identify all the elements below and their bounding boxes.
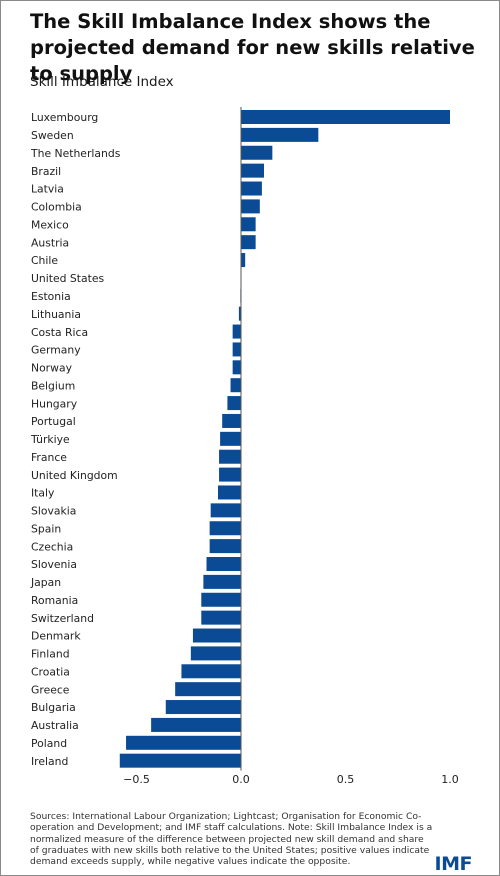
bar [241,127,319,142]
chart-title: The Skill Imbalance Index shows the proj… [30,10,475,85]
category-label: United Kingdom [31,469,118,482]
category-label: Sweden [31,129,74,142]
bar [206,557,241,571]
category-label: Japan [30,576,61,589]
category-label: Hungary [31,397,78,410]
bar [241,253,246,268]
category-label: Latvia [31,183,64,196]
category-label: Ireland [31,755,68,768]
category-label: Croatia [31,665,70,678]
bar [241,217,256,232]
bar [209,521,241,536]
bar [192,628,241,643]
category-label: Belgium [31,379,75,392]
category-label: France [31,451,67,464]
category-label: Switzerland [31,612,94,625]
category-label: Bulgaria [31,701,76,714]
category-label: Estonia [31,290,71,303]
bar [203,574,241,589]
category-label: Czechia [31,540,73,553]
bar [241,110,450,124]
category-label: Slovakia [31,505,76,518]
bar [175,682,241,697]
bar [201,610,241,625]
bar [165,700,241,715]
imf-logo: IMF [434,853,473,875]
bar [222,413,241,428]
bar [151,717,241,732]
category-label: Costa Rica [31,326,88,339]
category-label: Greece [31,683,70,696]
bar [209,539,241,554]
bar [241,163,264,178]
category-label: Spain [31,522,61,535]
bar [238,306,241,321]
category-label: Germany [31,344,81,357]
bar [232,360,241,375]
category-label: Colombia [31,201,82,214]
category-label: Brazil [31,165,61,178]
bar [220,431,241,446]
category-label: Lithuania [31,308,81,321]
category-label: Poland [31,737,67,750]
bar [230,378,241,393]
bar [126,735,241,750]
category-label: Italy [31,487,55,500]
bar [241,181,262,196]
bar [227,396,241,411]
category-label: Türkiye [30,433,70,446]
bar-chart: Luxembourg Sweden The Netherlands Brazil Lat… [30,107,459,786]
category-label: Chile [31,254,58,267]
bar [232,342,241,357]
category-label: Luxembourg [31,111,98,124]
bar [219,449,241,464]
source-note: Sources: International Labour Organizati… [30,811,433,868]
category-label: Austria [31,236,69,249]
bar [241,145,273,160]
category-label: United States [31,272,104,285]
bar [232,324,241,339]
x-tick-label: 0.5 [337,773,355,786]
bar [210,503,241,518]
category-label: Slovenia [31,558,77,571]
bar [119,753,241,768]
x-tick-label: −0.5 [123,773,150,786]
category-label: Australia [31,719,79,732]
category-label: Romania [31,594,78,607]
x-tick-label: 1.0 [441,773,459,786]
chart-subtitle: Skill Imbalance Index [30,74,174,90]
category-label: The Netherlands [30,147,121,160]
bar [241,199,260,214]
bar [218,485,241,500]
bar [219,467,241,482]
category-label: Mexico [31,218,69,231]
bar [190,646,241,661]
category-label: Portugal [31,415,76,428]
category-label: Finland [31,648,70,661]
category-label: Norway [31,362,73,375]
bar [181,664,241,679]
bar [201,592,241,607]
x-tick-label: 0.0 [232,773,250,786]
bar [241,235,256,250]
category-label: Denmark [31,630,81,643]
